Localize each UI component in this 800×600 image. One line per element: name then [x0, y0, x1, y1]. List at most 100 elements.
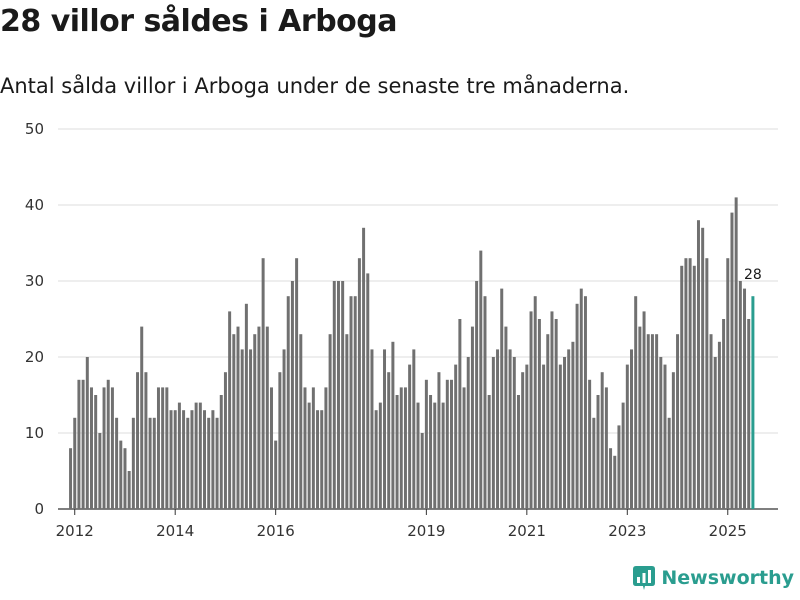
- bar: [709, 334, 713, 509]
- bar: [571, 341, 575, 509]
- bar: [692, 265, 696, 509]
- x-tick-label: 2025: [709, 522, 747, 540]
- bar: [726, 258, 730, 509]
- bar: [203, 410, 207, 509]
- bar: [420, 433, 424, 509]
- bar: [236, 326, 240, 509]
- bar: [475, 281, 479, 509]
- bar: [94, 395, 98, 509]
- bar: [370, 349, 374, 509]
- bar: [512, 357, 516, 509]
- bar: [537, 319, 541, 509]
- bar: [416, 402, 420, 509]
- bar: [650, 334, 654, 509]
- x-tick-label: 2016: [257, 522, 295, 540]
- bar: [479, 250, 483, 509]
- bar: [546, 334, 550, 509]
- bar: [353, 296, 357, 509]
- bar: [332, 281, 336, 509]
- bar: [169, 410, 173, 509]
- bar: [671, 372, 675, 509]
- bar: [588, 379, 592, 509]
- y-tick-label: 0: [34, 500, 44, 518]
- y-tick-label: 30: [25, 272, 44, 290]
- bar: [454, 364, 458, 509]
- bar: [705, 258, 709, 509]
- bar: [299, 334, 303, 509]
- bar: [278, 372, 282, 509]
- bar: [261, 258, 265, 509]
- y-tick-label: 40: [25, 196, 44, 214]
- bar: [223, 372, 227, 509]
- bar: [311, 387, 315, 509]
- newsworthy-logo[interactable]: Newsworthy: [633, 566, 794, 590]
- bar: [215, 417, 219, 509]
- bar: [554, 319, 558, 509]
- bar: [69, 448, 73, 509]
- bar: [676, 334, 680, 509]
- bar: [655, 334, 659, 509]
- bar: [177, 402, 181, 509]
- bar: [140, 326, 144, 509]
- bar: [408, 364, 412, 509]
- y-tick-label: 20: [25, 348, 44, 366]
- bar: [73, 417, 77, 509]
- last-value-label: 28: [744, 267, 762, 283]
- bar: [161, 387, 165, 509]
- bar: [290, 281, 294, 509]
- bar: [249, 349, 253, 509]
- bar: [341, 281, 345, 509]
- bar: [295, 258, 299, 509]
- bar: [696, 220, 700, 509]
- bar: [383, 349, 387, 509]
- bar: [500, 288, 504, 509]
- x-axis-ticks: 2012 2014 2016 2019 2021 2023 2025: [56, 509, 747, 540]
- bar: [621, 402, 625, 509]
- bar: [307, 402, 311, 509]
- page-title: 28 villor såldes i Arboga: [0, 4, 398, 39]
- bar: [516, 395, 520, 509]
- bar: [387, 372, 391, 509]
- bar: [399, 387, 403, 509]
- bar: [240, 349, 244, 509]
- bar: [98, 433, 102, 509]
- bar: [609, 448, 613, 509]
- bar: [466, 357, 470, 509]
- bar: [734, 197, 738, 509]
- bar: [349, 296, 353, 509]
- bar: [437, 372, 441, 509]
- bar: [374, 410, 378, 509]
- bar: [604, 387, 608, 509]
- bar: [303, 387, 307, 509]
- bar: [81, 379, 85, 509]
- bar: [412, 349, 416, 509]
- bar: [320, 410, 324, 509]
- bar: [186, 417, 190, 509]
- bar: [579, 288, 583, 509]
- bar: [119, 440, 123, 509]
- bar: [391, 341, 395, 509]
- x-tick-label: 2014: [156, 522, 194, 540]
- bar: [77, 379, 81, 509]
- bar: [667, 417, 671, 509]
- bar: [592, 417, 596, 509]
- bar: [445, 379, 449, 509]
- bar: [743, 288, 747, 509]
- bar: [600, 372, 604, 509]
- bar: [521, 372, 525, 509]
- bar: [152, 417, 156, 509]
- bar: [148, 417, 152, 509]
- bar: [542, 364, 546, 509]
- bar: [253, 334, 257, 509]
- bar: [274, 440, 278, 509]
- y-tick-label: 50: [25, 120, 44, 138]
- bar: [270, 387, 273, 509]
- bar: [575, 303, 579, 509]
- y-tick-label: 10: [25, 424, 44, 442]
- bar: [684, 258, 688, 509]
- bar: [265, 326, 269, 509]
- bar: [345, 334, 349, 509]
- bar: [336, 281, 340, 509]
- bar: [366, 273, 370, 509]
- bar: [207, 417, 211, 509]
